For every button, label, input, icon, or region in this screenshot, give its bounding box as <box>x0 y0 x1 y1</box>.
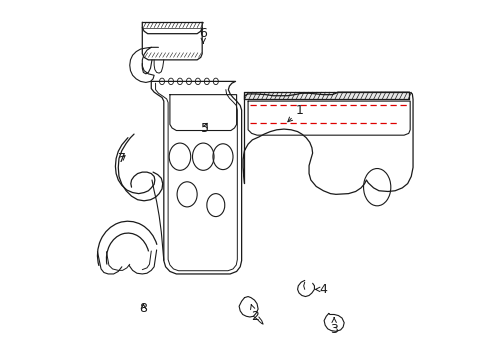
Text: 7: 7 <box>118 152 125 165</box>
Text: 3: 3 <box>329 318 337 336</box>
Text: 6: 6 <box>199 27 207 43</box>
Text: 8: 8 <box>139 302 147 315</box>
Text: 4: 4 <box>315 283 326 296</box>
Text: 5: 5 <box>201 122 209 135</box>
Text: 2: 2 <box>250 305 259 324</box>
Text: 1: 1 <box>287 104 304 122</box>
